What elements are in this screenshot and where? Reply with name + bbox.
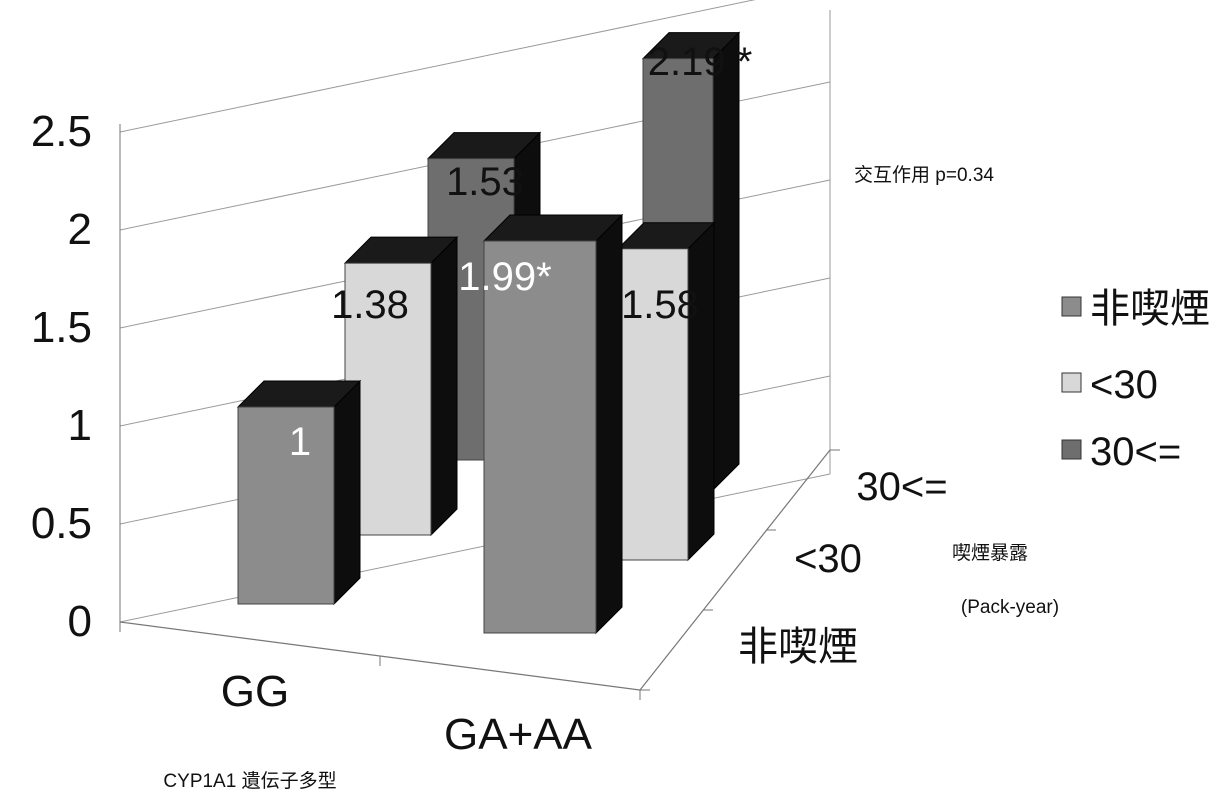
depth-label-lt30: <30: [794, 537, 862, 581]
data-label-series-0-cat-0: 1: [289, 420, 311, 464]
depth-axis-title: 喫煙暴露: [952, 542, 1028, 564]
bars: [236, 31, 741, 635]
y-tick-label-2: 2: [68, 205, 92, 254]
data-label-series-2-cat-0: 1.53: [446, 160, 524, 204]
data-label-series-1-cat-0: 1.38: [331, 283, 409, 327]
x-axis-title: CYP1A1 遺伝子多型: [163, 770, 336, 792]
bar-gaaa-series-0: [482, 213, 624, 635]
interaction-annotation: 交互作用 p=0.34: [854, 164, 994, 186]
x-category-label-gg: GG: [221, 667, 289, 716]
y-tick-label-1: 1: [68, 401, 92, 450]
gridline-0: [119, 473, 831, 623]
y-tick-label-0: 0: [68, 597, 92, 646]
bar-side-face: [712, 31, 740, 492]
x-category-label-ga-aa: GA+AA: [444, 710, 593, 759]
floor-right-edge: [639, 449, 831, 691]
legend-label-nonsmoker: 非喫煙: [1090, 287, 1210, 331]
y-tick-label-0-5: 0.5: [31, 499, 92, 548]
bar-side-face: [595, 213, 623, 635]
bar-gg-series-0: [236, 379, 362, 606]
legend-swatch-ge30: [1061, 439, 1082, 460]
data-label-series-1-cat-1: 1.58: [621, 283, 699, 327]
legend-swatch-nonsmoker: [1061, 296, 1082, 317]
legend-swatch-lt30: [1061, 372, 1082, 393]
bar-side-face: [687, 221, 715, 562]
bar-side-face: [333, 379, 361, 606]
y-tick-labels: 0 0.5 1 1.5 2 2.5: [31, 107, 92, 646]
bar-front-face: [617, 248, 689, 561]
legend: 非喫煙 <30 30<=: [1061, 287, 1210, 474]
y-tick-label-1-5: 1.5: [31, 303, 92, 352]
data-label-series-2-cat-1: 2.19 *: [648, 40, 753, 84]
data-labels: 1 1.99* 1.38 1.58 1.53 2.19 *: [289, 40, 752, 464]
legend-label-ge30: 30<=: [1090, 430, 1181, 474]
data-label-series-0-cat-1: 1.99*: [458, 255, 551, 299]
depth-label-nonsmoker: 非喫煙: [738, 625, 858, 669]
legend-label-lt30: <30: [1090, 363, 1158, 407]
depth-label-ge30: 30<=: [856, 465, 947, 509]
bar-front-face: [237, 406, 335, 605]
bar-gg-series-1: [343, 235, 459, 537]
bar-gaaa-series-1: [616, 221, 716, 562]
bar-front-face: [483, 240, 597, 634]
bar-side-face: [430, 235, 458, 537]
y-tick-label-2-5: 2.5: [31, 107, 92, 156]
gridline-2.5: [119, 0, 756, 133]
depth-axis-unit: (Pack-year): [961, 597, 1059, 618]
